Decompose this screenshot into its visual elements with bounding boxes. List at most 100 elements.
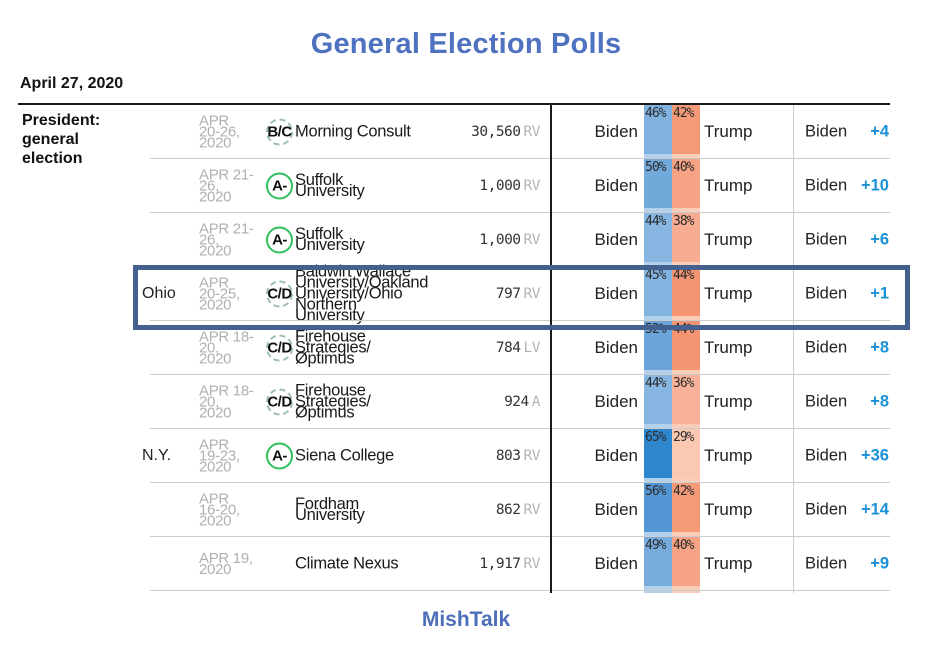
biden-label: Biden [594,284,638,303]
pollster-name: Fordham University [295,495,365,524]
trump-label: Trump [704,500,753,519]
row-separator [150,158,890,159]
biden-band-cell [644,375,672,424]
sample-value: 1,917 [479,556,521,572]
trump-pct-label: 29% [673,430,695,445]
row-separator [150,482,890,483]
margin-cell: Biden +1 [805,285,889,304]
sample-size: 797 RV [390,286,541,302]
trump-pct-label: 38% [673,214,695,229]
sample-size: 924 A [390,394,540,410]
brand-link[interactable]: MishTalk [421,608,511,631]
poll-dates: APR 20-25, 2020 [199,274,240,314]
trump-label: Trump [704,230,753,249]
poll-row: APR 19, 2020 Climate Nexus 1,917 RV Biden 49%… [18,537,890,591]
grade-badge: A- [266,442,293,470]
sample-size: 862 RV [390,502,541,518]
biden-band-cell [644,429,672,478]
biden-pct-label: 46% [645,106,667,121]
sample-value: 30,560 [471,124,521,140]
margin-value: +1 [870,284,889,303]
trump-pct-label: 42% [673,484,695,499]
margin-cell: Biden +9 [805,555,889,574]
trump-label: Trump [704,446,753,465]
state-label: Ohio [142,285,176,302]
biden-pct-label: 45% [645,268,667,283]
trump-band-cell [672,213,700,262]
trump-pct-label: 40% [673,160,695,175]
trump-band-cell [672,159,700,208]
trump-label: Trump [704,284,753,303]
poll-row: APR 18- 20, 2020 C/D Firehouse Strategies/… [18,321,890,375]
sample-value: 1,000 [479,178,521,194]
margin-value: +8 [870,338,889,357]
sample-value: 784 [495,340,521,356]
biden-band-cell [644,267,672,316]
margin-leader: Biden [805,500,848,519]
trump-label: Trump [704,122,753,141]
poll-row: APR 18- 20, 2020 C/D Firehouse Strategies/… [18,375,890,429]
grade-badge: C/D [266,280,293,308]
margin-leader: Biden [805,554,848,573]
trump-band-cell [672,429,700,478]
trump-band-cell [672,105,700,154]
margin-value: +8 [870,392,889,411]
grade-badge: A- [266,226,293,254]
trump-pct-label: 40% [673,538,695,553]
polls-table: President: general election APR 20-26, 2… [18,103,890,593]
grade-badge: C/D [266,388,293,416]
sample-unit: RV [523,286,541,302]
biden-pct-label: 56% [645,484,667,499]
poll-dates: APR 16-20, 2020 [199,490,240,530]
row-separator [150,374,890,375]
margin-value: +9 [870,554,889,573]
trump-band-cell [672,483,700,532]
row-separator [150,590,890,591]
biden-pct-label: 50% [645,160,667,175]
sample-value: 1,000 [479,232,521,248]
biden-pct-label: 49% [645,538,667,553]
biden-band-cell [644,105,672,154]
biden-pct-label: 44% [645,376,667,391]
margin-value: +6 [870,230,889,249]
margin-leader: Biden [805,392,848,411]
sample-unit: A [531,394,541,410]
trump-label: Trump [704,554,753,573]
pollster-name: Morning Consult [295,122,411,141]
biden-label: Biden [594,338,638,357]
biden-band-cell [644,537,672,586]
trump-label: Trump [704,338,753,357]
biden-label: Biden [594,554,638,573]
margin-value: +14 [861,500,889,519]
biden-label: Biden [594,500,638,519]
sample-unit: RV [523,124,541,140]
biden-pct-label: 52% [645,322,667,337]
margin-cell: Biden +6 [805,231,889,250]
margin-value: +36 [861,446,889,465]
sample-size: 1,000 RV [390,178,540,194]
sample-unit: RV [523,178,541,194]
sample-size: 1,000 RV [390,232,540,248]
margin-cell: Biden +4 [805,123,889,142]
poll-row: APR 20-26, 2020 B/C Morning Consult 30,560 R… [18,105,890,159]
trump-pct-label: 36% [673,376,695,391]
trump-pct-label: 44% [673,268,695,283]
poll-dates: APR 19, 2020 [199,550,253,578]
poll-row: N.Y. APR 19-23, 2020 A- Siena College 803 RV B… [18,429,890,483]
poll-dates: APR 21- 26, 2020 [199,220,254,260]
trump-band-cell [672,267,700,316]
sample-value: 862 [495,502,521,518]
trump-pct-label: 42% [673,106,695,121]
biden-band-cell [644,483,672,532]
margin-leader: Biden [805,176,848,195]
sample-unit: RV [523,232,541,248]
trump-label: Trump [704,392,753,411]
sample-size: 1,917 RV [390,556,540,572]
biden-pct-label: 44% [645,214,667,229]
trump-band-cell [672,375,700,424]
page-title: General Election Polls [310,28,622,60]
sample-value: 797 [495,286,521,302]
margin-leader: Biden [805,284,848,303]
margin-cell: Biden +10 [805,177,889,196]
sample-unit: LV [523,340,541,356]
